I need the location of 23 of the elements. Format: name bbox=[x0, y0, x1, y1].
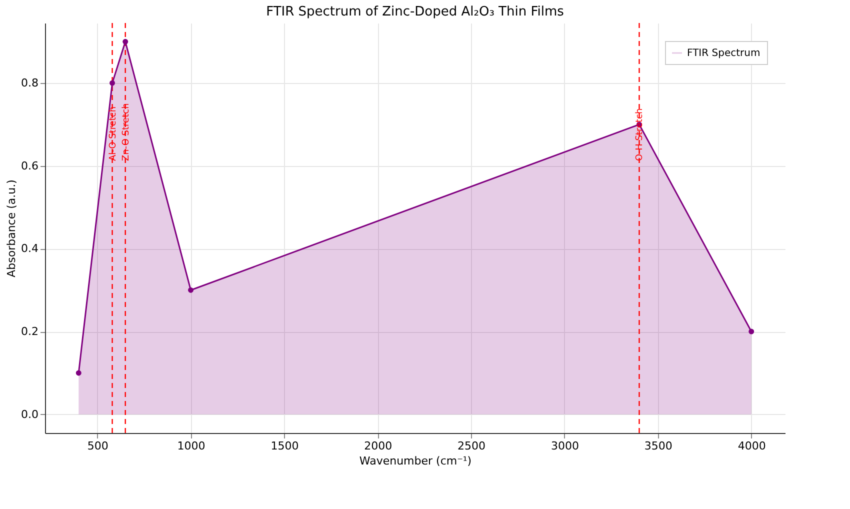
x-tick-label: 3000 bbox=[550, 440, 579, 452]
chart-title: FTIR Spectrum of Zinc-Doped Al₂O₃ Thin Films bbox=[266, 4, 564, 20]
y-axis-title: Absorbance (a.u.) bbox=[5, 180, 18, 278]
x-tick-label: 500 bbox=[87, 440, 108, 452]
x-tick-label: 4000 bbox=[738, 440, 766, 452]
y-tick-label: 0.4 bbox=[21, 242, 38, 256]
y-tick-label: 0.8 bbox=[21, 76, 38, 90]
point bbox=[110, 80, 116, 86]
point bbox=[188, 287, 194, 293]
x-tick-label: 1000 bbox=[177, 440, 206, 452]
y-tick-label: 0.2 bbox=[21, 325, 38, 338]
annotation: Al-O Stretch bbox=[108, 106, 118, 161]
x-tick-label: 2500 bbox=[458, 440, 486, 452]
x-tick-label: 2000 bbox=[364, 440, 392, 452]
x-tick-label: 3500 bbox=[644, 440, 672, 452]
legend-label: FTIR Spectrum bbox=[687, 48, 760, 59]
y-tick-label: 0.6 bbox=[21, 159, 38, 172]
x-tick-label: 1500 bbox=[270, 440, 299, 452]
y-tick-label: 0.0 bbox=[21, 408, 38, 421]
point bbox=[748, 328, 754, 334]
point bbox=[76, 370, 82, 376]
point bbox=[122, 38, 128, 44]
x-axis-title: Wavenumber (cm⁻¹) bbox=[359, 454, 472, 468]
